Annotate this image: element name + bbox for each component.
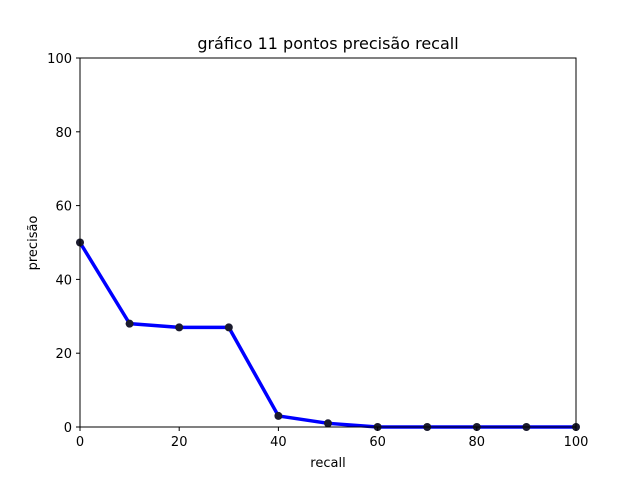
- plot-area: 0 20 40 60 80 100 0 20 40 60 80 100: [47, 52, 588, 450]
- chart-title: gráfico 11 pontos precisão recall: [197, 34, 458, 53]
- y-tick-label: 80: [55, 126, 72, 141]
- x-tick-label: 0: [76, 435, 84, 450]
- y-tick-label: 60: [55, 200, 72, 215]
- data-point: [274, 411, 283, 420]
- y-tick-label: 20: [55, 347, 72, 362]
- y-tick-label: 100: [47, 52, 72, 67]
- x-tick-label: 20: [171, 435, 188, 450]
- x-axis-label: recall: [310, 456, 345, 471]
- y-axis-label: precisão: [26, 216, 41, 271]
- x-tick-label: 80: [469, 435, 486, 450]
- data-point: [324, 419, 332, 428]
- data-point: [175, 323, 184, 332]
- y-tick-label: 0: [64, 421, 72, 436]
- x-tick-label: 100: [564, 435, 589, 450]
- data-point: [125, 319, 134, 328]
- y-tick-label: 40: [55, 273, 72, 288]
- axes-frame: [79, 57, 577, 428]
- data-point: [224, 323, 233, 332]
- x-tick-label: 40: [270, 435, 287, 450]
- x-tick-label: 60: [369, 435, 386, 450]
